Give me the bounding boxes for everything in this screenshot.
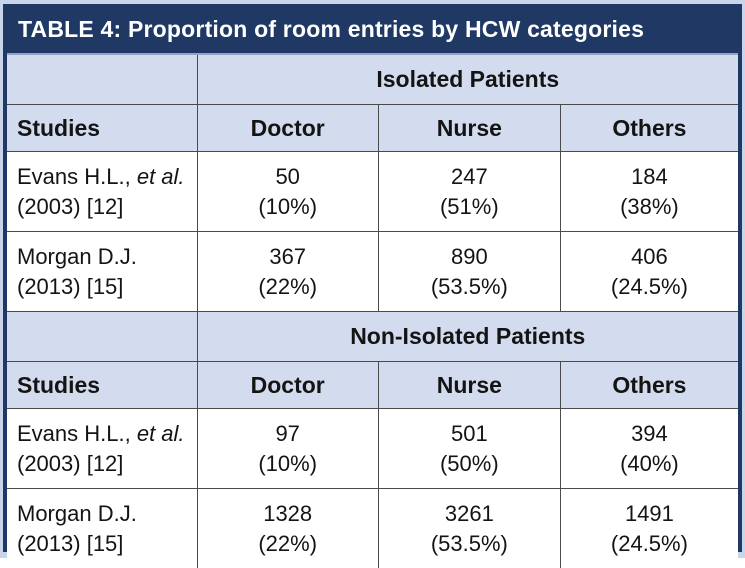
count-value: 97 [199, 419, 377, 449]
table-frame: TABLE 4: Proportion of room entries by H… [3, 4, 742, 552]
group-header-row-isolated: Isolated Patients [7, 55, 738, 105]
column-header-doctor: Doctor [197, 362, 378, 409]
count-value: 406 [562, 242, 737, 272]
study-cell: Evans H.L., et al. (2003) [12] [7, 409, 197, 489]
study-cell: Morgan D.J. (2013) [15] [7, 489, 197, 568]
study-etal: et al. [137, 164, 185, 189]
percent-value: (53.5%) [380, 272, 559, 302]
study-name: Morgan D.J. (2013) [15] [17, 501, 137, 556]
table-title-bar: TABLE 4: Proportion of room entries by H… [7, 8, 738, 55]
count-value: 501 [380, 419, 559, 449]
others-cell: 1491 (24.5%) [560, 489, 738, 568]
percent-value: (40%) [562, 449, 737, 479]
doctor-cell: 50 (10%) [197, 152, 378, 232]
table-title: TABLE 4: Proportion of room entries by H… [18, 16, 644, 42]
study-name: Evans H.L., [17, 421, 137, 446]
percent-value: (10%) [199, 449, 377, 479]
study-citation: (2003) [12] [17, 194, 123, 219]
doctor-cell: 1328 (22%) [197, 489, 378, 568]
column-header-row: Studies Doctor Nurse Others [7, 362, 738, 409]
percent-value: (22%) [199, 529, 377, 559]
others-cell: 394 (40%) [560, 409, 738, 489]
group-header-isolated: Isolated Patients [197, 55, 738, 105]
nurse-cell: 890 (53.5%) [378, 232, 560, 312]
column-header-others: Others [560, 362, 738, 409]
study-citation: (2003) [12] [17, 451, 123, 476]
nurse-cell: 501 (50%) [378, 409, 560, 489]
table-row: Morgan D.J. (2013) [15] 367 (22%) 890 (5… [7, 232, 738, 312]
table-row: Evans H.L., et al. (2003) [12] 50 (10%) … [7, 152, 738, 232]
doctor-cell: 367 (22%) [197, 232, 378, 312]
blank-cell [7, 312, 197, 362]
blank-cell [7, 55, 197, 105]
percent-value: (24.5%) [562, 272, 737, 302]
percent-value: (50%) [380, 449, 559, 479]
percent-value: (10%) [199, 192, 377, 222]
column-header-doctor: Doctor [197, 105, 378, 152]
study-cell: Evans H.L., et al. (2003) [12] [7, 152, 197, 232]
others-cell: 184 (38%) [560, 152, 738, 232]
study-etal: et al. [137, 421, 185, 446]
group-header-non-isolated: Non-Isolated Patients [197, 312, 738, 362]
percent-value: (53.5%) [380, 529, 559, 559]
nurse-cell: 3261 (53.5%) [378, 489, 560, 568]
count-value: 3261 [380, 499, 559, 529]
column-header-nurse: Nurse [378, 362, 560, 409]
count-value: 367 [199, 242, 377, 272]
count-value: 394 [562, 419, 737, 449]
nurse-cell: 247 (51%) [378, 152, 560, 232]
column-header-others: Others [560, 105, 738, 152]
column-header-studies: Studies [7, 105, 197, 152]
study-name: Evans H.L., [17, 164, 137, 189]
column-header-studies: Studies [7, 362, 197, 409]
table-row: Evans H.L., et al. (2003) [12] 97 (10%) … [7, 409, 738, 489]
percent-value: (51%) [380, 192, 559, 222]
count-value: 184 [562, 162, 737, 192]
doctor-cell: 97 (10%) [197, 409, 378, 489]
column-header-nurse: Nurse [378, 105, 560, 152]
column-header-row: Studies Doctor Nurse Others [7, 105, 738, 152]
percent-value: (24.5%) [562, 529, 737, 559]
study-cell: Morgan D.J. (2013) [15] [7, 232, 197, 312]
count-value: 50 [199, 162, 377, 192]
hcw-categories-table: Isolated Patients Studies Doctor Nurse O… [7, 55, 738, 568]
count-value: 1328 [199, 499, 377, 529]
table-row: Morgan D.J. (2013) [15] 1328 (22%) 3261 … [7, 489, 738, 568]
count-value: 1491 [562, 499, 737, 529]
percent-value: (22%) [199, 272, 377, 302]
count-value: 247 [380, 162, 559, 192]
count-value: 890 [380, 242, 559, 272]
percent-value: (38%) [562, 192, 737, 222]
others-cell: 406 (24.5%) [560, 232, 738, 312]
group-header-row-non-isolated: Non-Isolated Patients [7, 312, 738, 362]
study-name: Morgan D.J. (2013) [15] [17, 244, 137, 299]
